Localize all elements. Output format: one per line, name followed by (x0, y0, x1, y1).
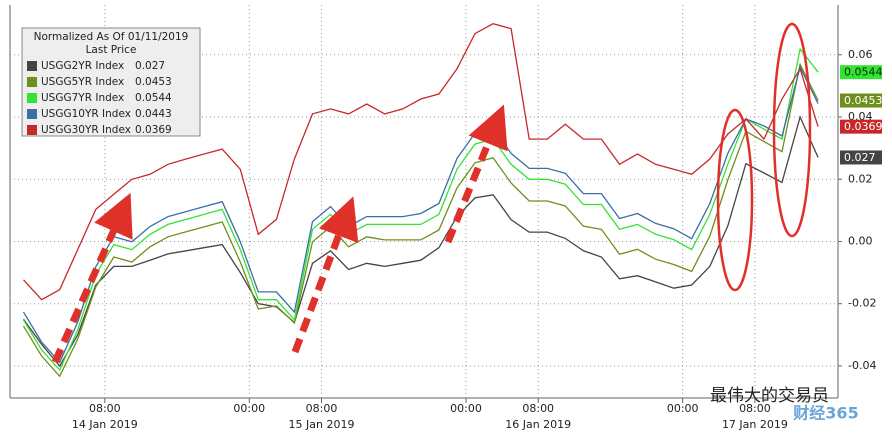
arrow (291, 196, 359, 354)
last-value-label: 0.0544 (844, 66, 883, 79)
legend-value: 0.027 (135, 60, 165, 72)
legend-value: 0.0453 (135, 76, 172, 88)
legend-value: 0.0443 (135, 108, 172, 120)
date-label: 16 Jan 2019 (505, 418, 571, 431)
legend-swatch (27, 77, 37, 87)
last-value-label: 0.0453 (844, 94, 883, 107)
series-line (22, 115, 819, 368)
legend-swatch (27, 125, 37, 135)
y-tick-label: -0.02 (848, 297, 876, 310)
legend-label: USGG7YR Index (41, 92, 124, 104)
series-line (22, 62, 819, 378)
legend-value: 0.0369 (135, 124, 172, 136)
date-label: 15 Jan 2019 (289, 418, 355, 431)
last-value-label: 0.027 (844, 151, 876, 164)
x-tick-label: 08:00 (739, 402, 771, 415)
x-tick-label: 08:00 (306, 402, 338, 415)
legend-label: USGG10YR Index (41, 108, 131, 120)
legend-swatch (27, 109, 37, 119)
legend: Normalized As Of 01/11/2019 Last Price U… (21, 27, 201, 137)
x-tick-label: 08:00 (522, 402, 554, 415)
legend-label: USGG30YR Index (41, 124, 131, 136)
arrow (51, 192, 133, 364)
legend-swatch (27, 93, 37, 103)
x-tick-label: 08:00 (89, 402, 121, 415)
highlight-ellipse (716, 108, 754, 292)
x-tick-label: 00:00 (233, 402, 265, 415)
legend-label: USGG5YR Index (41, 76, 124, 88)
date-label: 17 Jan 2019 (722, 418, 788, 431)
date-label: 14 Jan 2019 (72, 418, 138, 431)
last-value-tag (840, 65, 882, 80)
legend-label: USGG2YR Index (41, 60, 124, 72)
y-tick-label: 0.02 (848, 172, 873, 185)
logo: 财经365 (792, 404, 858, 423)
series-line (22, 65, 819, 364)
legend-value: 0.0544 (135, 92, 172, 104)
watermark: 最伟大的交易员 (710, 386, 829, 406)
series-line (22, 47, 819, 372)
y-tick-label: -0.04 (848, 359, 876, 372)
x-tick-label: 00:00 (667, 402, 699, 415)
legend-title: Normalized As Of 01/11/2019 (34, 31, 189, 43)
legend-swatch (27, 61, 37, 71)
series-line (23, 23, 819, 301)
highlight-ellipse (772, 22, 812, 238)
last-value-label: 0.0369 (844, 120, 883, 133)
last-value-tag (840, 93, 882, 108)
last-value-tag (840, 119, 882, 134)
arrow (444, 104, 508, 244)
y-tick-label: 0.00 (848, 234, 873, 247)
y-tick-label: 0.06 (848, 48, 873, 61)
legend-subtitle: Last Price (86, 44, 137, 56)
x-tick-label: 00:00 (450, 402, 482, 415)
annotations (51, 22, 812, 364)
legend-box (21, 27, 201, 137)
last-value-tag (840, 150, 882, 165)
